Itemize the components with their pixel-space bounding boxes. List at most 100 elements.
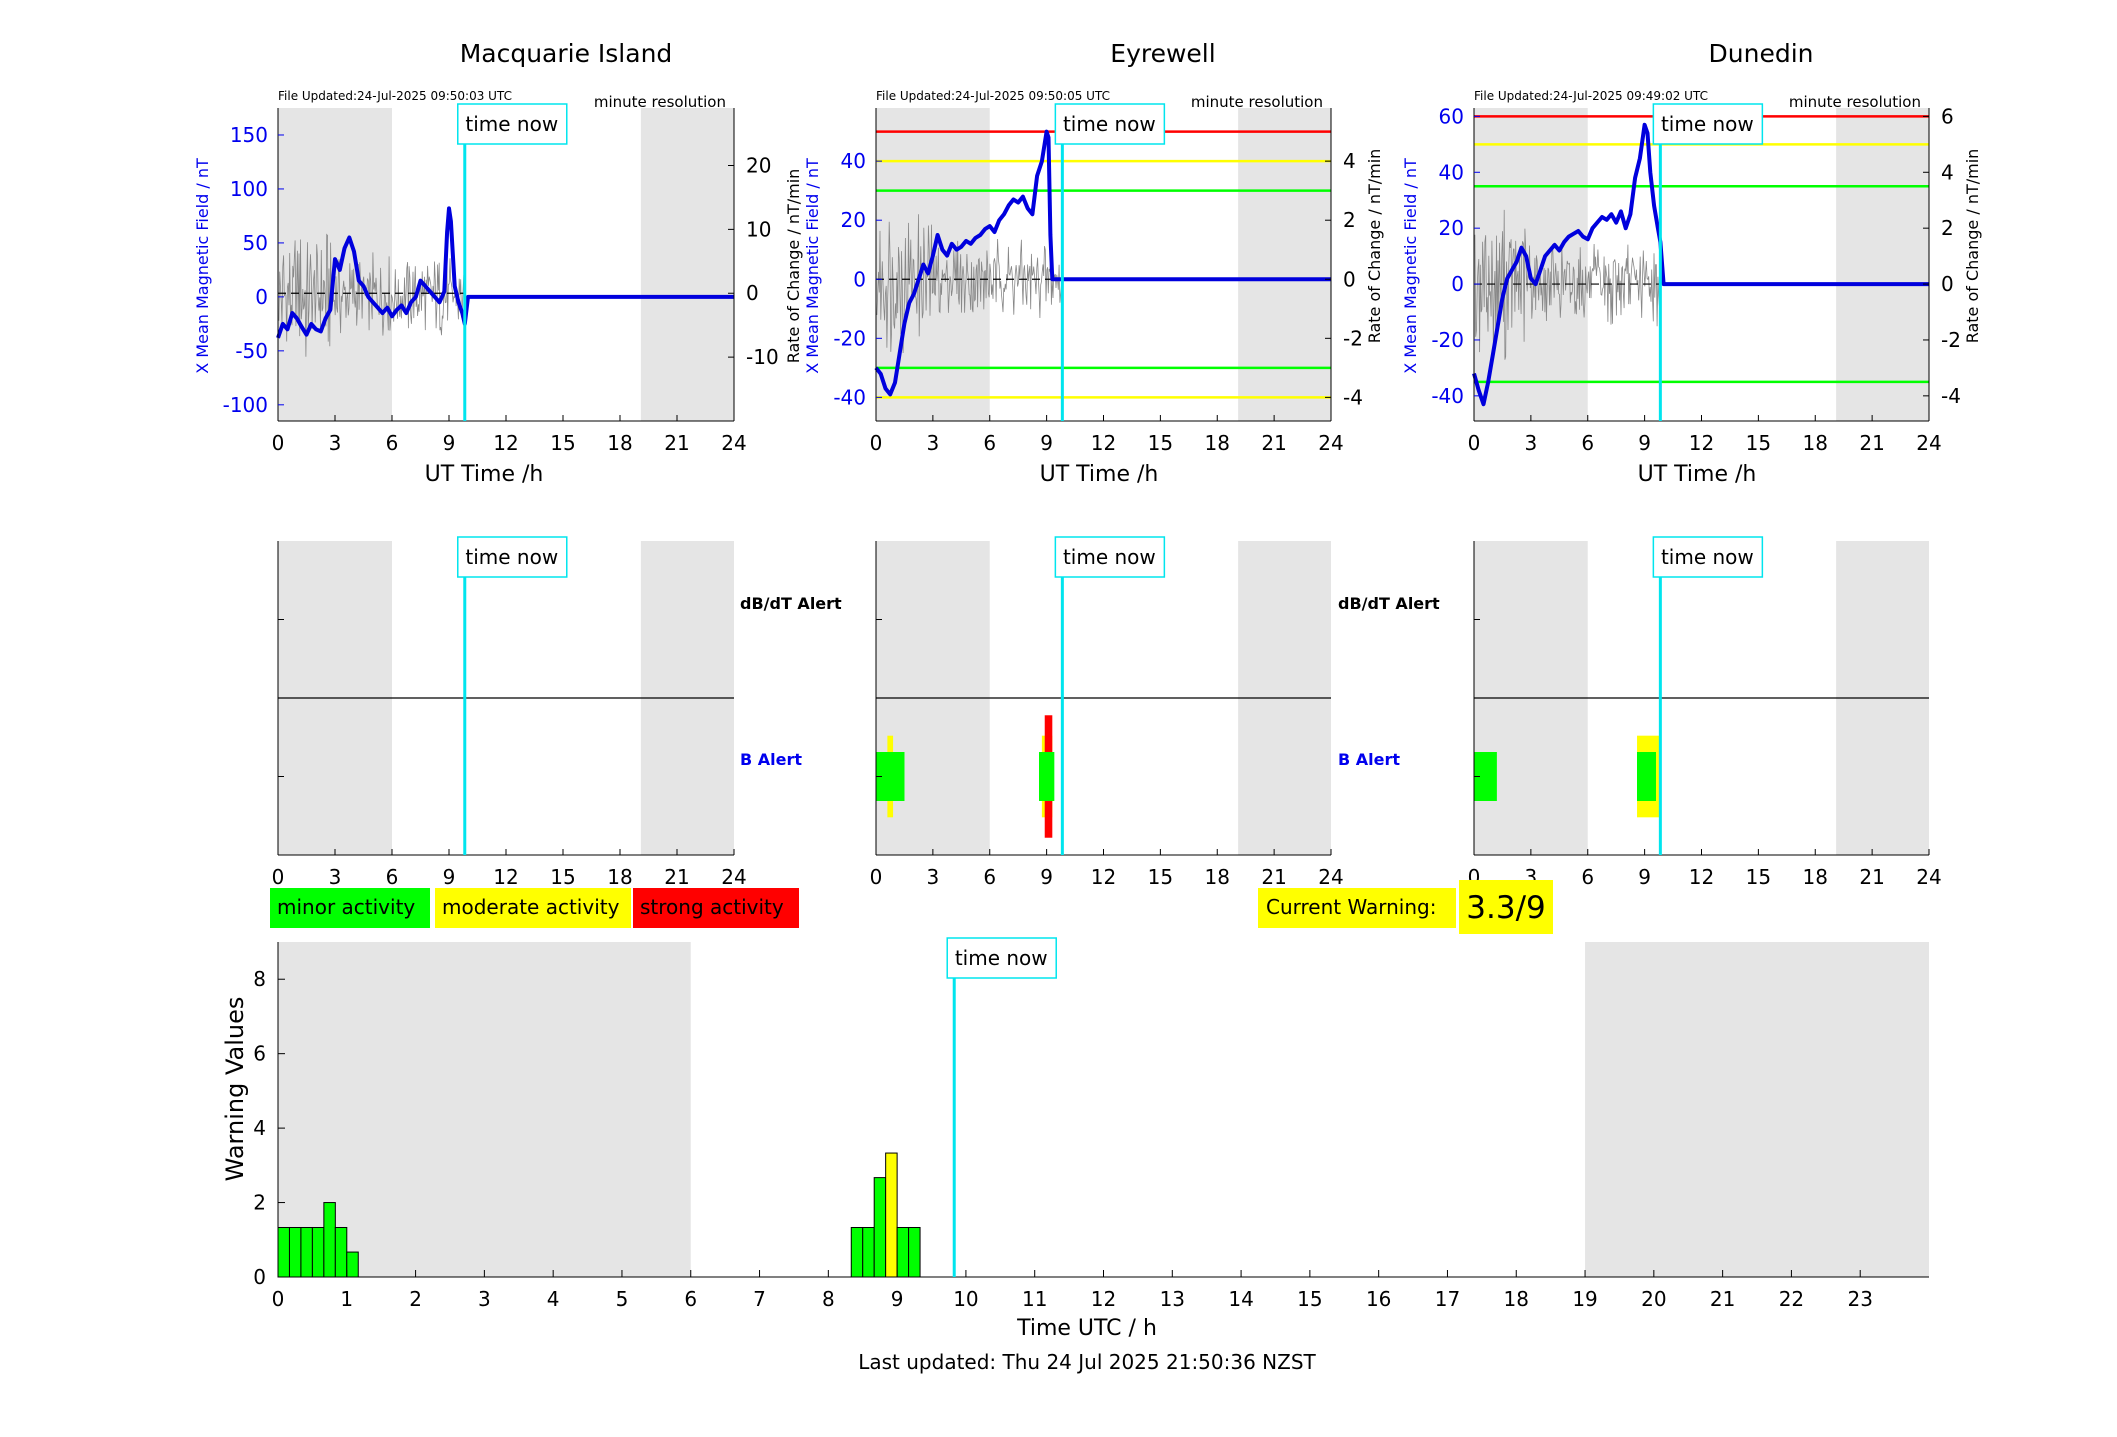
y-tick-label-left: -50 <box>235 339 268 363</box>
x-tick-label: 0 <box>1468 431 1481 455</box>
x-tick-label: 3 <box>1525 431 1538 455</box>
y-tick-label-left: 20 <box>841 208 866 232</box>
b-alert-label-2: B Alert <box>1338 750 1400 769</box>
warning-bar <box>311 1226 325 1278</box>
b-alert-label-1: B Alert <box>740 750 802 769</box>
y-tick-label-left: 40 <box>841 149 866 173</box>
warning-bar <box>277 1226 290 1278</box>
x-tick-label: 23 <box>1847 1287 1872 1311</box>
last-updated-footer: Last updated: Thu 24 Jul 2025 21:50:36 N… <box>858 1350 1316 1374</box>
x-tick-label: 3 <box>329 865 342 889</box>
x-tick-label: 21 <box>664 431 689 455</box>
y-tick-label-right: 6 <box>1941 104 1954 128</box>
y-tick-label: 6 <box>253 1042 266 1066</box>
x-tick-label: 12 <box>1091 865 1116 889</box>
xlabel-dunedin: UT Time /h <box>1638 462 1757 487</box>
x-tick-label: 15 <box>1148 865 1173 889</box>
x-tick-label: 21 <box>1261 431 1286 455</box>
ylabel-left-eyrewell: X Mean Magnetic Field / nT <box>803 158 822 374</box>
warning-bar <box>885 1152 898 1278</box>
chart-dunedin: 0 3 6 9 12 15 18 21 24-40-200204060-4-20246time … <box>1431 103 1961 455</box>
x-tick-label: 18 <box>607 431 632 455</box>
x-tick-label: 15 <box>1148 431 1173 455</box>
warning-bar <box>346 1251 359 1278</box>
night-shade-1 <box>1238 108 1331 421</box>
x-tick-label: 24 <box>1916 865 1941 889</box>
x-tick-label: 6 <box>1581 431 1594 455</box>
alert-panel-eyrewell: 0 3 6 9 12 15 18 21 24 time now <box>870 536 1344 889</box>
x-tick-label: 3 <box>927 865 940 889</box>
time-now-marker-box <box>946 937 1057 979</box>
x-tick-label: 24 <box>721 865 746 889</box>
legend-strong-label: strong activity <box>640 895 784 919</box>
y-tick-label-left: 0 <box>255 285 268 309</box>
b-alert-block-minor <box>1039 752 1055 801</box>
b-alert-block-minor <box>1637 752 1656 801</box>
night-shade-1 <box>1836 108 1929 421</box>
y-tick-label-right: 0 <box>1941 272 1954 296</box>
y-tick-label-left: 60 <box>1439 104 1464 128</box>
y-tick-label-right: -4 <box>1941 384 1961 408</box>
x-tick-label: 0 <box>870 865 883 889</box>
x-tick-label: 18 <box>1205 431 1230 455</box>
night-shade-0 <box>278 942 691 1277</box>
x-tick-label: 12 <box>493 865 518 889</box>
y-tick-label-right: -2 <box>1941 328 1961 352</box>
x-tick-label: 6 <box>684 1287 697 1311</box>
x-tick-label: 0 <box>272 431 285 455</box>
current-warning: Current Warning: 3.3/9 <box>1258 880 1553 934</box>
ylabel-right-eyrewell: Rate of Change / nT/min <box>1365 149 1384 344</box>
ylabel-right-macquarie: Rate of Change / nT/min <box>784 169 803 364</box>
y-tick-label-left: 0 <box>1451 272 1464 296</box>
y-tick-label-right: 0 <box>1343 267 1356 291</box>
chart-macquarie-island: 0 3 6 9 12 15 18 21 24-100-50050100150-1001020ti… <box>223 103 779 455</box>
x-tick-label: 18 <box>1803 865 1828 889</box>
x-tick-label: 5 <box>616 1287 629 1311</box>
x-tick-label: 11 <box>1022 1287 1047 1311</box>
x-tick-label: 24 <box>1318 431 1343 455</box>
warning-xlabel: Time UTC / h <box>1016 1316 1157 1341</box>
night-shade-1 <box>640 108 734 421</box>
x-tick-label: 14 <box>1228 1287 1253 1311</box>
time-now-marker-label: time now <box>1063 545 1156 569</box>
x-tick-label: 9 <box>1638 431 1651 455</box>
y-tick-label-right: 10 <box>746 217 771 241</box>
file-updated-dunedin: File Updated:24-Jul-2025 09:49:02 UTC <box>1474 89 1708 103</box>
x-tick-label: 6 <box>386 431 399 455</box>
x-tick-label: 3 <box>329 431 342 455</box>
current-warning-label: Current Warning: <box>1266 895 1436 919</box>
y-tick-label-left: 0 <box>853 267 866 291</box>
x-tick-label: 9 <box>1638 865 1651 889</box>
x-tick-label: 21 <box>1859 865 1884 889</box>
x-tick-label: 21 <box>1261 865 1286 889</box>
x-tick-label: 0 <box>870 431 883 455</box>
y-tick-label-left: -40 <box>833 385 866 409</box>
panel-title-dunedin: Dunedin <box>1709 39 1814 68</box>
x-tick-label: 18 <box>1504 1287 1529 1311</box>
y-tick-label-right: 4 <box>1343 149 1356 173</box>
x-tick-label: 10 <box>953 1287 978 1311</box>
time-now-marker-box <box>457 103 568 145</box>
rate-of-change-line <box>278 233 465 357</box>
x-tick-label: 24 <box>1916 431 1941 455</box>
x-tick-label: 9 <box>891 1287 904 1311</box>
x-tick-label: 24 <box>1318 865 1343 889</box>
warning-bar <box>334 1226 348 1278</box>
x-mean-field-line <box>1472 122 1929 407</box>
x-tick-label: 3 <box>927 431 940 455</box>
x-tick-label: 19 <box>1572 1287 1597 1311</box>
resolution-dunedin: minute resolution <box>1789 93 1921 111</box>
ylabel-left-dunedin: X Mean Magnetic Field / nT <box>1401 158 1420 374</box>
time-now-marker-label: time now <box>1063 112 1156 136</box>
x-tick-label: 12 <box>1689 431 1714 455</box>
x-tick-label: 4 <box>547 1287 560 1311</box>
warning-bar <box>908 1226 921 1278</box>
legend-moderate-label: moderate activity <box>442 895 620 919</box>
time-now-marker-label: time now <box>465 545 558 569</box>
y-tick-label-right: 2 <box>1343 208 1356 232</box>
y-tick-label-right: -4 <box>1343 385 1363 409</box>
resolution-eyrewell: minute resolution <box>1191 93 1323 111</box>
x-tick-label: 0 <box>272 1287 285 1311</box>
